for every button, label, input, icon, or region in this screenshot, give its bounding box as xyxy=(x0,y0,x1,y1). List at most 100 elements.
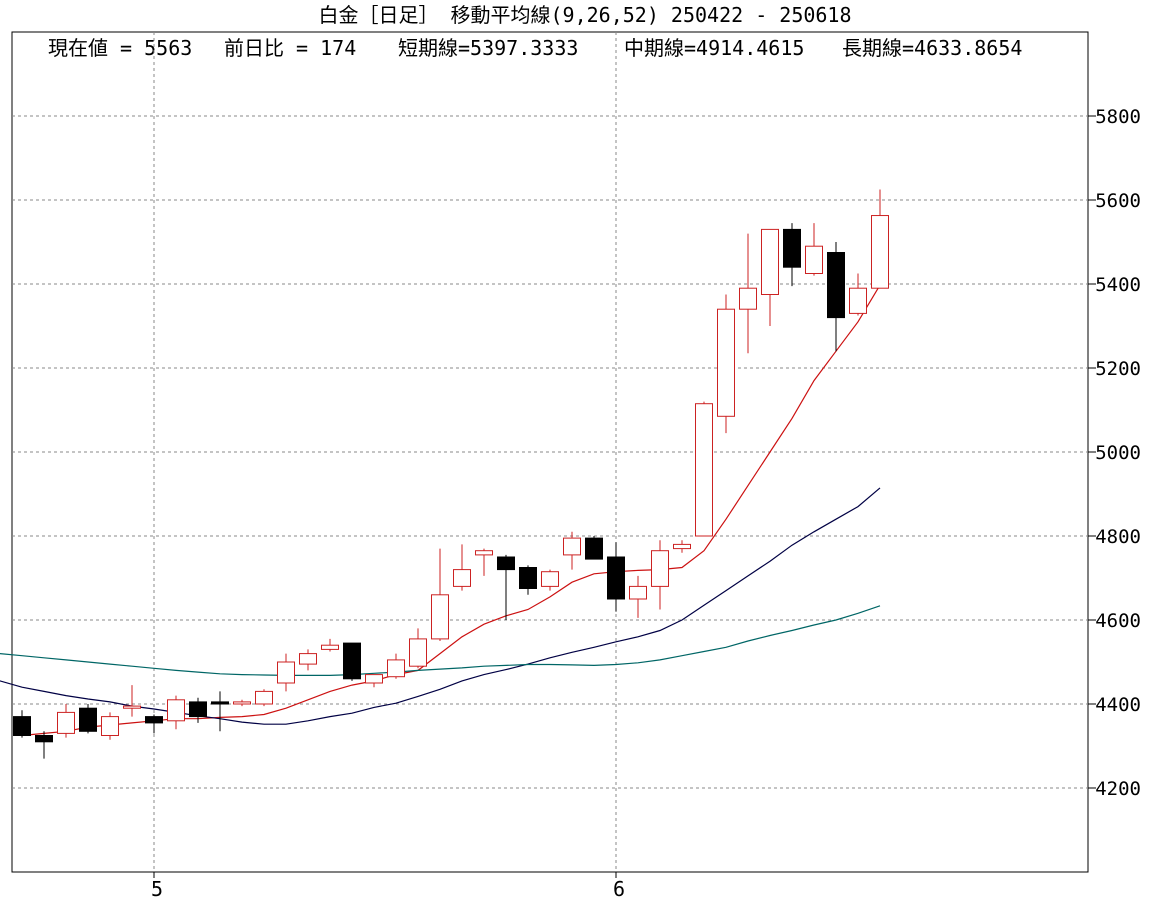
candle-up xyxy=(695,401,713,537)
candle-down xyxy=(497,554,515,620)
long-ma-line xyxy=(0,605,881,677)
candle-body xyxy=(761,228,779,295)
candle-body xyxy=(13,716,31,736)
candle-body xyxy=(673,543,691,550)
y-tick-label: 5800 xyxy=(1095,106,1141,128)
candle-up xyxy=(409,628,427,669)
current-value: 現在値 = 5563 xyxy=(48,36,192,60)
candle-body xyxy=(695,403,713,537)
candle-body xyxy=(871,215,889,289)
candle-body xyxy=(321,644,339,650)
candle-body xyxy=(299,653,317,665)
long-ma-value: 長期線=4633.8654 xyxy=(842,36,1022,60)
candle-up xyxy=(277,653,295,692)
candle-down xyxy=(783,223,801,287)
candle-body xyxy=(387,659,405,678)
candle-up xyxy=(475,548,493,576)
mid-ma-value: 中期線=4914.4615 xyxy=(624,36,804,60)
candle-body xyxy=(607,556,625,600)
y-tick-label: 4200 xyxy=(1095,778,1141,800)
mid-ma-line xyxy=(0,487,881,725)
candle-up xyxy=(761,228,779,326)
candle-up xyxy=(299,649,317,671)
candle-up xyxy=(651,540,669,610)
candle-up xyxy=(453,544,471,591)
x-tick-label: 6 xyxy=(613,877,625,901)
candle-up xyxy=(255,689,273,707)
candle-body xyxy=(167,699,185,722)
short-ma-value: 短期線=5397.3333 xyxy=(398,36,578,60)
candle-up xyxy=(123,685,141,717)
candle-up xyxy=(321,638,339,652)
candle-up xyxy=(57,704,75,738)
candle-down xyxy=(35,731,53,759)
candle-body xyxy=(277,661,295,684)
candle-body xyxy=(343,642,361,680)
candle-body xyxy=(497,556,515,571)
candle-up xyxy=(563,531,581,570)
candle-up xyxy=(431,548,449,641)
y-tick-label: 5200 xyxy=(1095,358,1141,380)
candle-up xyxy=(387,653,405,679)
candle-body xyxy=(35,735,53,743)
y-tick-label: 5000 xyxy=(1095,442,1141,464)
candle-up xyxy=(541,569,559,591)
candle-down xyxy=(827,242,845,352)
candle-body xyxy=(783,228,801,268)
candle-body xyxy=(211,701,229,705)
candle-up xyxy=(167,695,185,730)
candle-down xyxy=(607,542,625,612)
candle-body xyxy=(145,716,163,724)
candle-down xyxy=(585,536,603,560)
candle-up xyxy=(871,189,889,289)
y-tick-label: 4400 xyxy=(1095,694,1141,716)
candle-down xyxy=(189,697,207,723)
candle-body xyxy=(805,245,823,274)
candle-up xyxy=(101,712,119,740)
candle-up xyxy=(739,233,757,354)
candle-body xyxy=(101,716,119,736)
y-axis: 4200 4400 4600 4800 5000 5200 5400 5600 5800 xyxy=(1088,106,1141,800)
candle-up xyxy=(673,540,691,553)
candle-body xyxy=(255,690,273,705)
candle-down xyxy=(211,691,229,732)
candle-up xyxy=(233,699,251,707)
candle-body xyxy=(409,638,427,667)
candle-up xyxy=(849,273,867,316)
y-tick-label: 4600 xyxy=(1095,610,1141,632)
candle-down xyxy=(343,642,361,681)
candle-down xyxy=(519,565,537,595)
candle-body xyxy=(475,550,493,556)
info-row: 現在値 = 5563 前日比 = 174 短期線=5397.3333 中期線=4… xyxy=(48,36,1022,60)
candle-down xyxy=(145,714,163,734)
candle-up xyxy=(805,223,823,276)
candle-up xyxy=(629,575,647,618)
candle-down xyxy=(79,704,97,734)
candles xyxy=(13,189,889,759)
candle-body xyxy=(739,287,757,310)
candle-body xyxy=(519,567,537,589)
chart-title: 白金［日足］ 移動平均線(9,26,52) 250422 - 250618 xyxy=(318,3,851,27)
candle-body xyxy=(849,287,867,314)
y-tick-label: 5400 xyxy=(1095,274,1141,296)
y-tick-label: 5600 xyxy=(1095,190,1141,212)
moving-average-lines xyxy=(0,284,881,737)
grid xyxy=(12,32,1088,872)
candle-body xyxy=(189,701,207,718)
candle-body xyxy=(541,571,559,587)
short-ma-line xyxy=(21,284,881,737)
candle-body xyxy=(651,550,669,587)
candle-body xyxy=(123,705,141,709)
candle-body xyxy=(453,569,471,587)
candle-body xyxy=(233,701,251,705)
candle-body xyxy=(827,252,845,319)
x-tick-label: 5 xyxy=(151,877,163,901)
day-change: 前日比 = 174 xyxy=(224,36,356,60)
candle-down xyxy=(13,710,31,738)
candle-body xyxy=(431,594,449,640)
candle-body xyxy=(563,537,581,556)
candle-up xyxy=(365,674,383,688)
candle-body xyxy=(717,308,735,417)
